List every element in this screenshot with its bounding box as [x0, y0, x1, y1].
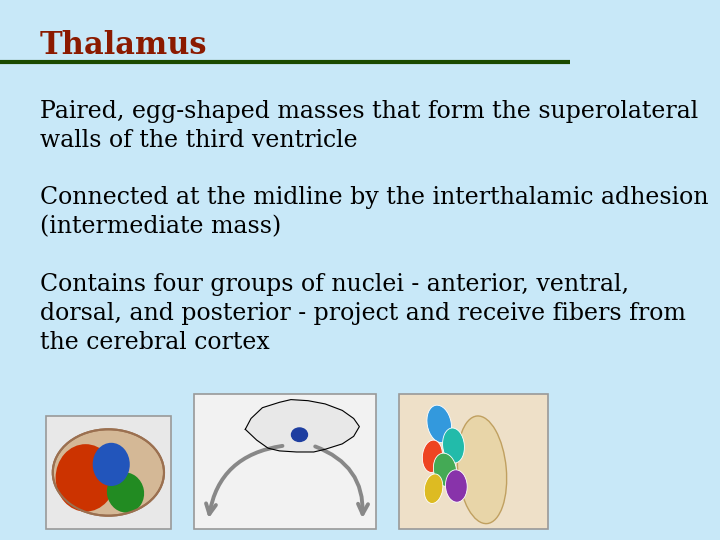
- Ellipse shape: [292, 428, 307, 442]
- Ellipse shape: [433, 453, 456, 487]
- Text: Paired, egg-shaped masses that form the superolateral
walls of the third ventric: Paired, egg-shaped masses that form the …: [40, 100, 698, 152]
- Ellipse shape: [93, 443, 130, 486]
- Ellipse shape: [423, 440, 443, 472]
- Ellipse shape: [53, 429, 164, 516]
- Ellipse shape: [427, 405, 451, 443]
- FancyBboxPatch shape: [45, 416, 171, 529]
- FancyBboxPatch shape: [400, 394, 548, 529]
- Text: Thalamus: Thalamus: [40, 30, 207, 60]
- Ellipse shape: [424, 474, 443, 503]
- Ellipse shape: [457, 416, 507, 524]
- Polygon shape: [246, 400, 359, 452]
- Ellipse shape: [446, 470, 467, 502]
- Ellipse shape: [55, 444, 115, 512]
- FancyBboxPatch shape: [194, 394, 377, 529]
- Ellipse shape: [107, 472, 144, 512]
- Ellipse shape: [443, 428, 464, 463]
- Text: Contains four groups of nuclei - anterior, ventral,
dorsal, and posterior - proj: Contains four groups of nuclei - anterio…: [40, 273, 686, 354]
- Text: Connected at the midline by the interthalamic adhesion
(intermediate mass): Connected at the midline by the intertha…: [40, 186, 708, 239]
